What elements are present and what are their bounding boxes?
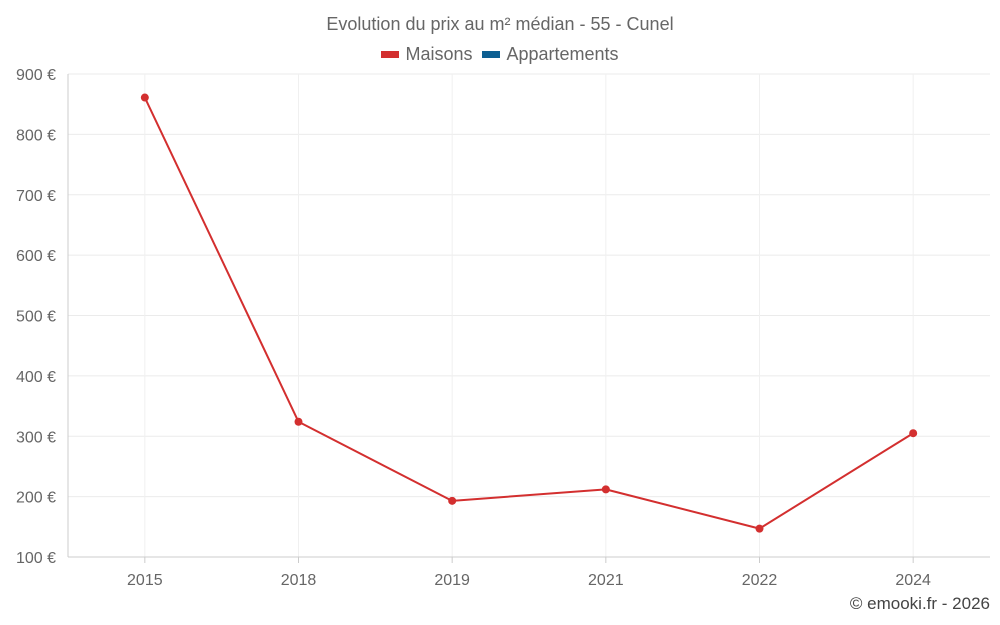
y-tick-label: 300 € [16,429,56,446]
y-tick-label: 200 € [16,490,56,507]
credit-text: © emooki.fr - 2026 [849,594,990,613]
y-tick-label: 700 € [16,188,56,205]
x-tick-label: 2024 [895,572,931,589]
x-tick-label: 2015 [127,572,163,589]
legend: Maisons Appartements [0,44,1000,65]
legend-swatch-maisons [381,51,400,58]
x-tick-label: 2018 [281,572,317,589]
data-point-maisons-2018 [294,417,303,426]
data-point-maisons-2022 [755,524,764,533]
y-tick-label: 800 € [16,127,56,144]
data-point-maisons-2019 [448,496,457,505]
x-tick-label: 2019 [434,572,470,589]
y-tick-label: 600 € [16,248,56,265]
x-tick-label: 2021 [588,572,624,589]
grid-layer [68,73,990,558]
chart-title: Evolution du prix au m² médian - 55 - Cu… [326,14,674,34]
data-point-maisons-2021 [601,485,610,494]
y-tick-label: 400 € [16,369,56,386]
series-layer [140,93,918,533]
y-tick-label: 900 € [16,67,56,84]
y-tick-label: 100 € [16,550,56,567]
legend-label-maisons: Maisons [405,44,473,64]
data-point-maisons-2015 [140,93,149,102]
series-line-maisons [143,97,914,530]
legend-label-appartements: Appartements [506,44,619,64]
legend-swatch-appartements [482,51,501,58]
legend-item-maisons[interactable]: Maisons [381,44,472,65]
y-tick-label: 500 € [16,309,56,326]
legend-item-appartements[interactable]: Appartements [482,44,619,65]
data-point-maisons-2024 [909,429,918,438]
axis-layer: 100 € 200 € 300 € 400 € 500 € 600 € 700 € 800 €… [16,67,990,589]
x-tick-label: 2022 [742,572,778,589]
